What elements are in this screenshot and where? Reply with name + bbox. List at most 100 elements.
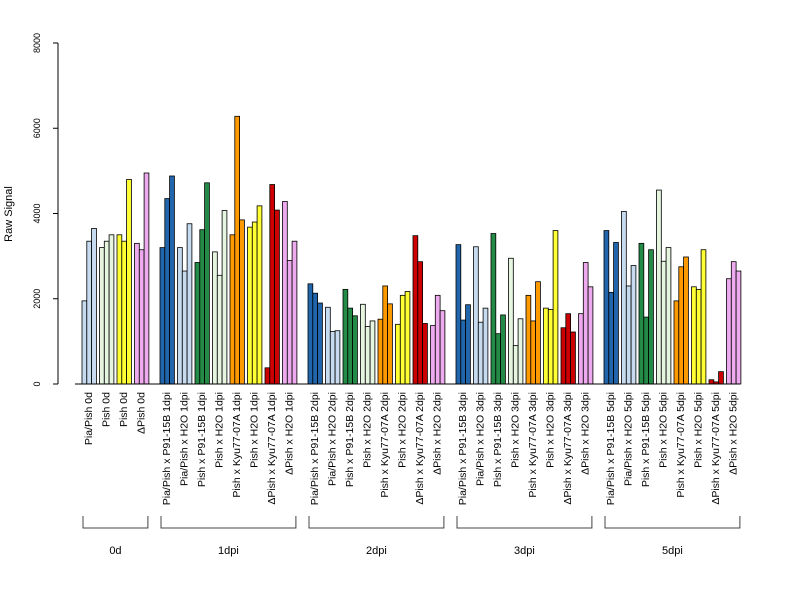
bar bbox=[377, 318, 384, 385]
bar bbox=[726, 278, 732, 385]
category-label: ΔPish 0d bbox=[136, 392, 148, 434]
y-tick-label: 8000 bbox=[32, 33, 42, 53]
bar bbox=[181, 270, 188, 385]
bar bbox=[508, 257, 514, 385]
bar bbox=[730, 261, 737, 385]
group-bracket bbox=[604, 516, 741, 529]
bar bbox=[221, 210, 228, 385]
bar bbox=[325, 306, 331, 385]
bar bbox=[329, 331, 336, 385]
bar bbox=[621, 210, 627, 385]
bar bbox=[126, 178, 132, 385]
bar bbox=[399, 294, 406, 385]
bar bbox=[490, 233, 497, 385]
bar bbox=[695, 288, 702, 385]
bar bbox=[364, 326, 371, 385]
y-tick-label: 0 bbox=[32, 381, 42, 386]
bar bbox=[387, 303, 393, 385]
category-label: Pish x H2O 3dpi bbox=[545, 392, 557, 468]
bar bbox=[395, 323, 401, 385]
category-label: ΔPish x Kyu77-07A 2dpi bbox=[414, 392, 426, 505]
bar bbox=[665, 247, 672, 385]
bar bbox=[382, 285, 388, 385]
bar bbox=[169, 175, 175, 385]
bar bbox=[718, 371, 724, 385]
bar bbox=[229, 234, 236, 385]
category-label: Pish x Kyu77-07A 3dpi bbox=[527, 392, 539, 498]
category-label: Pish x P91-15B 2dpi bbox=[344, 392, 356, 487]
bar bbox=[700, 249, 707, 385]
bar bbox=[360, 303, 366, 385]
bar bbox=[194, 262, 201, 385]
group-label: 0d bbox=[109, 545, 121, 557]
bar bbox=[683, 256, 689, 385]
bars bbox=[81, 115, 742, 385]
group-bracket bbox=[160, 516, 297, 529]
category-label: Pish x P91-15B 3dpi bbox=[492, 392, 504, 487]
bar bbox=[582, 262, 589, 385]
bar bbox=[673, 300, 680, 385]
bar bbox=[460, 319, 466, 385]
bar bbox=[282, 201, 288, 385]
bar bbox=[239, 219, 245, 385]
category-label: Pia/Pish x P91-15B 3dpi bbox=[457, 392, 469, 505]
bar bbox=[134, 242, 140, 385]
bar bbox=[164, 198, 171, 385]
bar bbox=[512, 345, 519, 385]
bar bbox=[212, 251, 218, 385]
bar bbox=[465, 304, 471, 385]
category-label: ΔPish x H2O 5dpi bbox=[728, 392, 740, 475]
bar bbox=[547, 309, 554, 385]
bar bbox=[264, 367, 271, 385]
bar bbox=[430, 325, 436, 385]
bar bbox=[286, 259, 293, 385]
bar bbox=[552, 230, 559, 385]
bar bbox=[608, 291, 614, 385]
bar bbox=[530, 320, 536, 385]
category-label: Pish x H2O 2dpi bbox=[397, 392, 409, 468]
category-label: Pia/Pish x H2O 2dpi bbox=[327, 392, 339, 486]
y-tick-label: 4000 bbox=[32, 203, 42, 223]
y-axis: 0 2000 4000 6000 8000 bbox=[32, 33, 59, 387]
bar bbox=[177, 247, 183, 385]
bar bbox=[251, 221, 258, 385]
bar bbox=[143, 172, 150, 385]
group-bracket bbox=[82, 516, 149, 529]
category-label: ΔPish x H2O 2dpi bbox=[432, 392, 444, 475]
bar bbox=[121, 240, 128, 385]
bar bbox=[535, 281, 541, 385]
y-tick-label: 6000 bbox=[32, 118, 42, 138]
bar bbox=[517, 318, 524, 385]
bar bbox=[473, 246, 479, 385]
category-label: Pia/Pish x P91-15B 2dpi bbox=[309, 392, 321, 505]
bar bbox=[422, 323, 428, 385]
bar bbox=[525, 294, 532, 385]
y-axis-label: Raw Signal bbox=[3, 186, 15, 242]
category-label: Pish x Kyu77-07A 2dpi bbox=[379, 392, 391, 498]
category-label: Pish x H2O 5dpi bbox=[693, 392, 705, 468]
bar bbox=[91, 228, 97, 385]
category-labels: Pia/Pish 0d Pish 0d Pish 0d ΔPish 0d Pia/Pis… bbox=[83, 392, 740, 505]
group-label: 3dpi bbox=[514, 545, 535, 557]
bar bbox=[560, 327, 567, 385]
bar bbox=[543, 307, 549, 385]
bar bbox=[186, 223, 193, 385]
group-brackets: 0d 1dpi 2dpi 3dpi 5dpi bbox=[82, 516, 741, 557]
bar bbox=[317, 302, 323, 385]
category-label: Pia/Pish x P91-15B 1dpi bbox=[161, 392, 173, 505]
bar bbox=[108, 234, 115, 385]
bar bbox=[234, 115, 241, 385]
category-label: Pish x Kyu77-07A 1dpi bbox=[231, 392, 243, 498]
bar bbox=[412, 235, 419, 385]
bar bbox=[660, 260, 667, 385]
bar bbox=[565, 313, 571, 385]
bar bbox=[138, 249, 145, 385]
group-label: 1dpi bbox=[218, 545, 239, 557]
bar bbox=[352, 315, 358, 385]
bar bbox=[439, 310, 446, 385]
bar bbox=[342, 288, 349, 385]
bar bbox=[638, 242, 645, 385]
bar bbox=[613, 242, 619, 385]
group-bracket bbox=[308, 516, 445, 529]
